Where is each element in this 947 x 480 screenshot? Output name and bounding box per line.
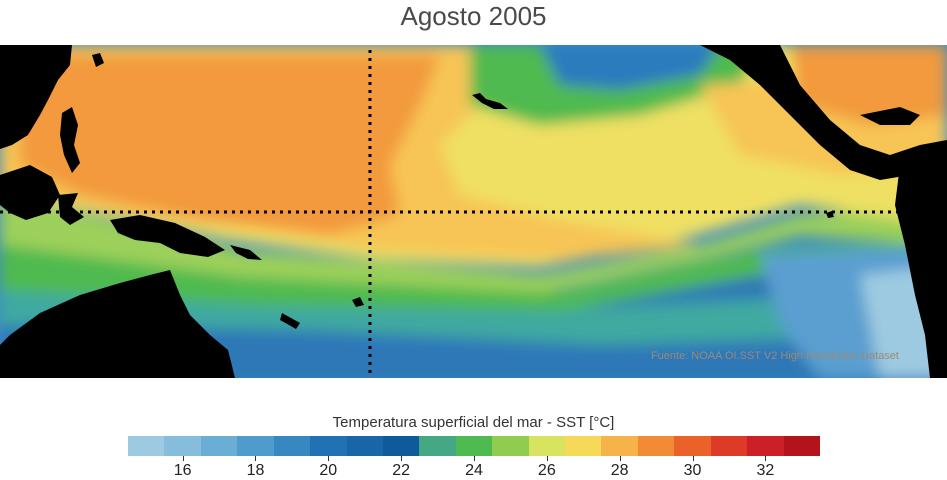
colorbar-tick-mark [619,456,621,461]
sst-caribbean-warm [790,45,947,125]
colorbar-swatch [455,436,493,456]
colorbar-swatch [601,436,638,456]
colorbar-swatch [200,436,238,456]
colorbar-tick-mark [182,456,184,461]
colorbar-swatch [492,436,529,456]
colorbar-swatch [674,436,711,456]
colorbar-tick-label: 32 [756,462,775,479]
colorbar-swatch [419,436,456,456]
colorbar-swatch [747,436,784,456]
colorbar-swatch [164,436,201,456]
colorbar-swatch [710,436,748,456]
land-sulawesi [58,193,84,225]
land-solomons [230,245,262,260]
land-south-america [895,160,947,378]
colorbar-tick-mark [692,456,694,461]
sst-band-yellow-green [0,195,947,293]
colorbar-tick-label: 28 [610,462,629,479]
colorbar-swatch [346,436,383,456]
sst-warm-pool [20,55,440,235]
map-title: Agosto 2005 [400,1,547,31]
land-taiwan-japan [92,53,104,67]
colorbar-tick-label: 24 [465,462,483,479]
colorbar-tick-label: 20 [319,462,338,479]
colorbar-tick-label: 18 [246,462,265,479]
land-philippines [60,107,80,173]
colorbar-tick-mark [255,456,257,461]
land-new-guinea [110,215,225,257]
colorbar-tick-mark [401,456,403,461]
colorbar-tick-label: 22 [392,462,411,479]
colorbar-swatch [273,436,311,456]
land-cuba-islands [860,107,920,125]
land-australia [0,270,235,378]
colorbar-tick-mark [328,456,330,461]
land-asia [0,45,72,149]
map-panel [0,45,947,378]
colorbar-swatch [128,436,165,456]
land-borneo-sulawesi [0,165,60,220]
land-hawaii [472,93,508,109]
sst-band-green [0,220,947,311]
colorbar-swatch [783,436,821,456]
colorbar-tick-label: 16 [173,462,192,479]
sst-map [0,45,947,378]
colorbar-tick-mark [765,456,767,461]
colorbar-tick-label: 30 [683,462,702,479]
colorbar-swatch [310,436,347,456]
colorbar-tick-mark [546,456,548,461]
land-new-caledonia [280,313,300,329]
source-note: Fuente: NOAA OI.SST V2 High Resolution D… [650,350,899,362]
land-central-america [700,45,947,180]
colorbar-tick-mark [474,456,475,461]
colorbar-swatch [382,436,420,456]
sst-band-cool-green [0,255,947,345]
colorbar-swatch [237,436,274,456]
colorbar-title: Temperatura superficial del mar - SST [°… [332,414,615,431]
colorbar-ticks: 16 18 20 22 24 26 28 30 32 [128,456,820,480]
colorbar-swatch [565,436,602,456]
land-fiji [352,297,364,307]
colorbar-tick-label: 26 [537,462,556,479]
land-masses [0,45,947,378]
sst-california-current [540,45,720,90]
colorbar-swatch [637,436,675,456]
colorbar-swatch [528,436,566,456]
colorbar [128,436,821,456]
